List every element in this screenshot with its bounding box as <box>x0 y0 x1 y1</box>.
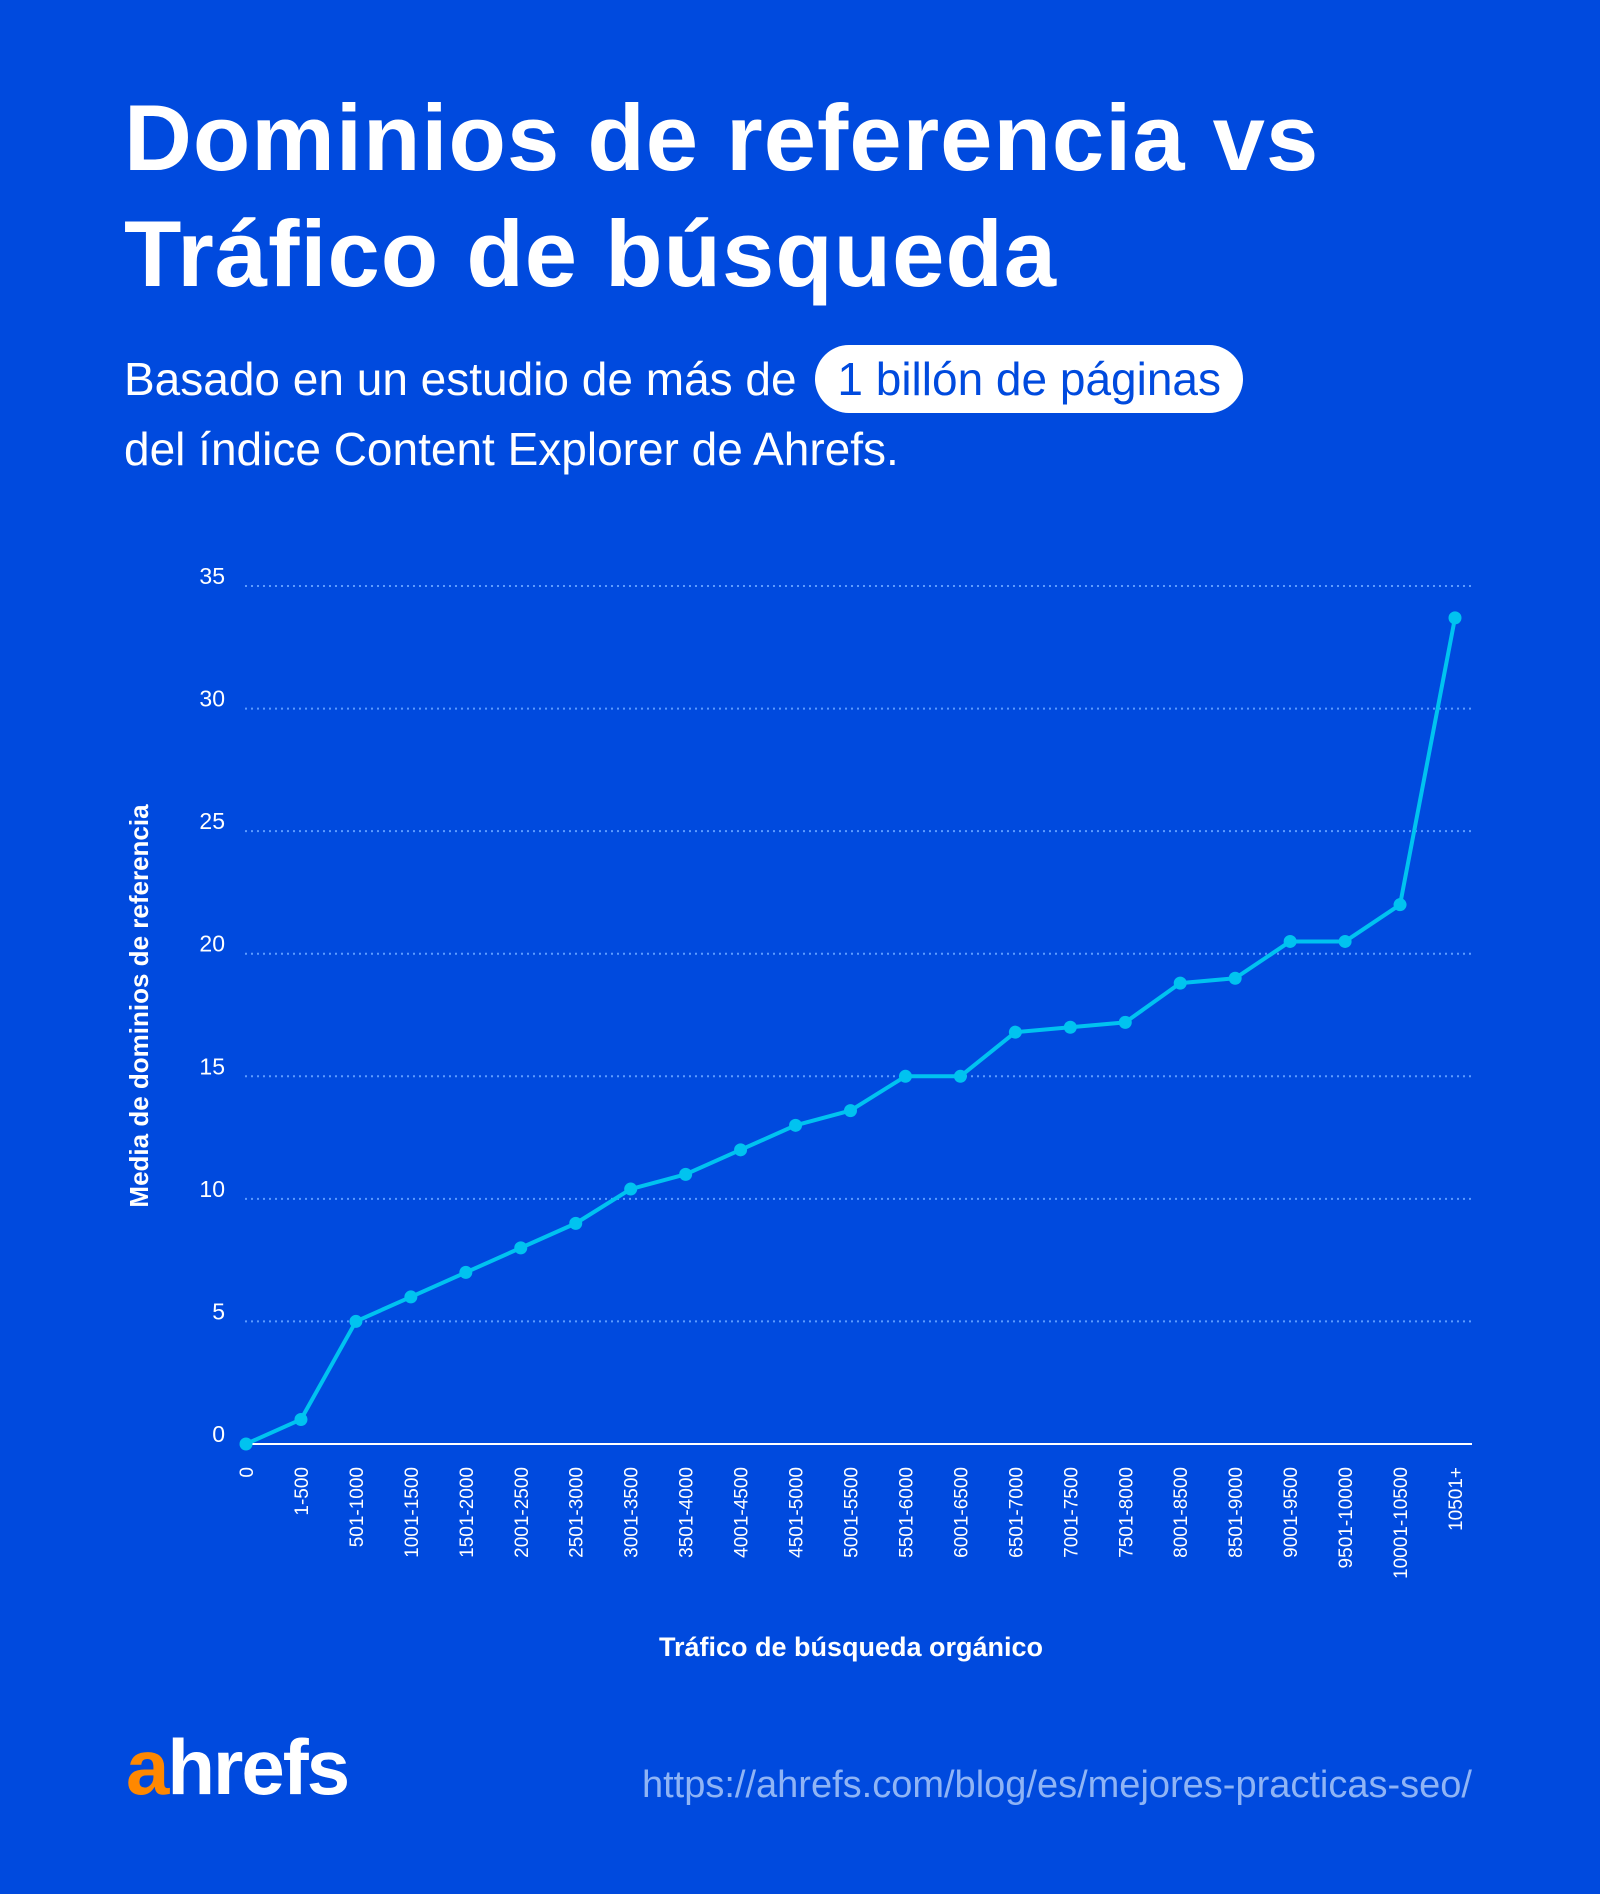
data-point <box>898 1069 912 1083</box>
page-title: Dominios de referencia vs Tráfico de búsq… <box>124 80 1319 312</box>
x-tick-label: 1-500 <box>292 1467 313 1516</box>
data-point <box>1173 976 1187 990</box>
data-point <box>1338 934 1352 948</box>
x-tick-label: 4501-5000 <box>787 1467 808 1558</box>
x-tick-label: 10501+ <box>1446 1467 1467 1531</box>
x-tick-label: 8001-8500 <box>1171 1467 1192 1558</box>
x-tick-label: 5001-5500 <box>842 1467 863 1558</box>
x-tick-label: 0 <box>237 1467 258 1478</box>
x-tick-label: 5501-6000 <box>896 1467 917 1558</box>
title-line-1: Dominios de referencia vs <box>124 85 1320 190</box>
data-point <box>459 1265 473 1279</box>
data-point <box>679 1167 693 1181</box>
y-tick-label: 30 <box>199 686 225 712</box>
data-point <box>1118 1015 1132 1029</box>
y-tick-label: 15 <box>199 1053 225 1079</box>
x-tick-label: 7501-8000 <box>1116 1467 1137 1558</box>
x-tick-label: 7001-7500 <box>1061 1467 1082 1558</box>
data-point <box>953 1069 967 1083</box>
data-point <box>514 1241 528 1255</box>
x-tick-label: 3501-4000 <box>677 1467 698 1558</box>
y-tick-label: 35 <box>199 563 225 589</box>
x-tick-label: 8501-9000 <box>1226 1467 1247 1558</box>
x-tick-label: 6501-7000 <box>1006 1467 1027 1558</box>
data-point <box>1008 1025 1022 1039</box>
data-point <box>1228 971 1242 985</box>
x-tick-label: 10001-10500 <box>1391 1467 1412 1579</box>
data-point <box>624 1182 638 1196</box>
data-point <box>569 1216 583 1230</box>
data-point <box>1063 1020 1077 1034</box>
data-point <box>239 1437 253 1451</box>
data-point <box>404 1290 418 1304</box>
source-url[interactable]: https://ahrefs.com/blog/es/mejores-pract… <box>641 1764 1472 1806</box>
x-tick-label: 1501-2000 <box>457 1467 478 1558</box>
x-axis-label: Tráfico de búsqueda orgánico <box>659 1632 1043 1662</box>
data-point <box>844 1104 857 1118</box>
data-point <box>789 1118 803 1132</box>
title-line-2: Tráfico de búsqueda <box>124 201 1058 306</box>
y-tick-label: 20 <box>199 931 225 957</box>
y-tick-label: 5 <box>212 1298 225 1324</box>
highlight-pill: 1 billón de páginas <box>815 345 1244 413</box>
y-tick-label: 10 <box>199 1176 225 1202</box>
series-line <box>245 617 1457 1446</box>
y-tick-label: 25 <box>199 808 225 834</box>
x-tick-label: 4001-4500 <box>732 1467 753 1558</box>
x-tick-label: 3001-3500 <box>622 1467 643 1558</box>
data-point <box>1448 611 1462 625</box>
subtitle-text: Basado en un estudio de más de <box>124 353 797 405</box>
x-tick-label: 501-1000 <box>347 1467 368 1547</box>
data-point <box>294 1412 308 1426</box>
data-point <box>1283 934 1297 948</box>
x-tick-label: 2001-2500 <box>512 1467 533 1558</box>
data-point <box>349 1314 363 1328</box>
ahrefs-logo: ahrefs <box>126 1723 350 1811</box>
line-chart: 0 5 10 15 20 25 30 35 0 1-500 501-1000 1001-1500 150… <box>124 563 1472 1662</box>
y-axis-label: Media de dominios de referencia <box>124 804 154 1208</box>
data-point <box>1393 898 1407 912</box>
x-tick-label: 9501-10000 <box>1336 1467 1357 1568</box>
subtitle-text-2: del índice Content Explorer de Ahrefs. <box>124 423 899 475</box>
x-tick-label: 1001-1500 <box>402 1467 423 1558</box>
data-point <box>734 1143 748 1157</box>
x-tick-label: 9001-9500 <box>1281 1467 1302 1558</box>
subtitle: Basado en un estudio de más de 1 billón … <box>124 344 1524 484</box>
x-tick-label: 2501-3000 <box>567 1467 588 1558</box>
x-tick-label: 6001-6500 <box>951 1467 972 1558</box>
y-tick-label: 0 <box>212 1421 225 1447</box>
